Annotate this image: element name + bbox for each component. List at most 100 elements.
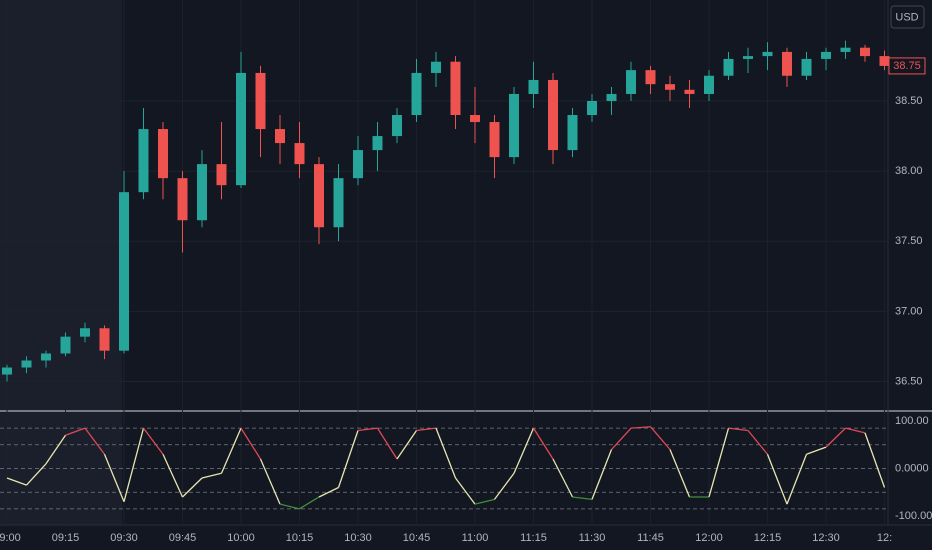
candle-body (236, 72, 246, 186)
candle-body (138, 129, 149, 193)
oscillator-segment (630, 426, 651, 429)
candle-body (333, 178, 344, 228)
candle-body (216, 164, 227, 186)
oscillator-segment (611, 427, 632, 450)
oscillator-segment (279, 503, 300, 510)
oscillator-segment (357, 427, 378, 432)
candle-body (587, 100, 597, 116)
x-tick-label: 11:30 (579, 532, 606, 544)
oscillator-segment (591, 449, 613, 500)
oscillator-segment (552, 458, 574, 498)
x-tick-label: 10:00 (227, 532, 255, 544)
oscillator-segment (435, 427, 457, 479)
candle-body (431, 61, 441, 73)
candle-body (177, 178, 188, 221)
y-tick-label: 37.50 (895, 235, 923, 247)
x-tick-label: 09:00 (0, 532, 21, 544)
oscillator-segment (299, 496, 320, 510)
oscillator-segment (532, 427, 554, 460)
oscillator-segment (182, 477, 203, 498)
currency-box[interactable] (890, 5, 925, 29)
candle-body (41, 353, 51, 361)
candle-body (255, 72, 266, 130)
oscillator-segment (825, 427, 846, 448)
candle-body (99, 328, 110, 351)
oscillator-segment (376, 427, 398, 460)
x-tick-label: 09:30 (110, 532, 138, 544)
candle-body (723, 58, 734, 76)
oscillator-segment (201, 472, 222, 479)
candle-body (158, 129, 168, 179)
oscillator-segment (45, 434, 67, 465)
candle-body (782, 51, 792, 76)
oscillator-segment (728, 427, 749, 432)
x-tick-label: 09:15 (52, 532, 80, 544)
y-tick-label: 37.00 (895, 305, 923, 317)
oscillator-segment (786, 454, 808, 505)
y-tick-label: 0.0000 (895, 462, 929, 474)
y-tick-label: 36.50 (895, 375, 923, 387)
candle-body (21, 360, 32, 368)
oscillator-segment (65, 427, 86, 436)
candle-body (2, 367, 12, 375)
x-tick-label: 12:00 (695, 532, 723, 544)
candle-body (119, 192, 129, 351)
oscillator-segment (708, 427, 730, 498)
x-tick-label: 11:15 (520, 532, 547, 544)
last-price-label: 38.75 (893, 60, 921, 72)
candle-body (197, 164, 207, 221)
currency[interactable]: USD (895, 11, 918, 23)
oscillator-segment (766, 454, 788, 505)
candle-body (762, 51, 773, 57)
candle-body (411, 72, 422, 116)
x-tick-label: 09:45 (169, 532, 197, 544)
candle-body (353, 150, 363, 179)
x-tick-label: 12:30 (812, 532, 840, 544)
x-tick-label: 12:15 (754, 532, 782, 544)
oscillator-segment (864, 432, 886, 488)
oscillator-segment (142, 427, 164, 455)
oscillator-segment (240, 427, 262, 460)
candle-body (509, 93, 519, 158)
x-tick-label: 11:00 (462, 532, 489, 544)
oscillator-segment (845, 427, 866, 434)
candle-body (626, 70, 636, 94)
x-tick-label: 10:15 (286, 532, 314, 544)
candle-body (80, 328, 90, 337)
candle-body (294, 143, 305, 165)
oscillator-segment (318, 486, 339, 498)
oscillator-segment (416, 427, 437, 432)
candle-body (372, 136, 383, 151)
last-price-box (888, 57, 926, 75)
oscillator-segment (474, 498, 495, 505)
candle-body (684, 89, 695, 94)
oscillator-segment (337, 430, 359, 488)
oscillator-segment (513, 427, 535, 474)
candle-body (470, 115, 480, 123)
oscillator-segment (6, 477, 27, 486)
candle-body (450, 61, 461, 116)
candle-body (548, 79, 558, 151)
x-tick-label: 12: (877, 532, 892, 544)
oscillator-segment (454, 477, 476, 505)
oscillator-segment (26, 463, 47, 486)
candle-body (821, 51, 831, 59)
oscillator-segment (396, 430, 418, 460)
plot (2, 40, 926, 510)
y-tick-label: 100.00 (895, 415, 929, 427)
oscillator-segment (123, 427, 145, 502)
oscillator-segment (650, 426, 671, 450)
x-tick-label: 10:30 (344, 532, 372, 544)
pre-market-shade (0, 0, 122, 525)
candle-body (567, 115, 578, 151)
candle-body (665, 84, 675, 90)
candle-body (314, 164, 324, 228)
candle-body (645, 70, 656, 85)
x-tick-label: 10:45 (403, 532, 431, 544)
candle-body (60, 336, 71, 354)
candle-body (606, 93, 617, 101)
oscillator-segment (747, 430, 769, 455)
candle-body (879, 56, 890, 66)
oscillator-segment (806, 446, 827, 455)
